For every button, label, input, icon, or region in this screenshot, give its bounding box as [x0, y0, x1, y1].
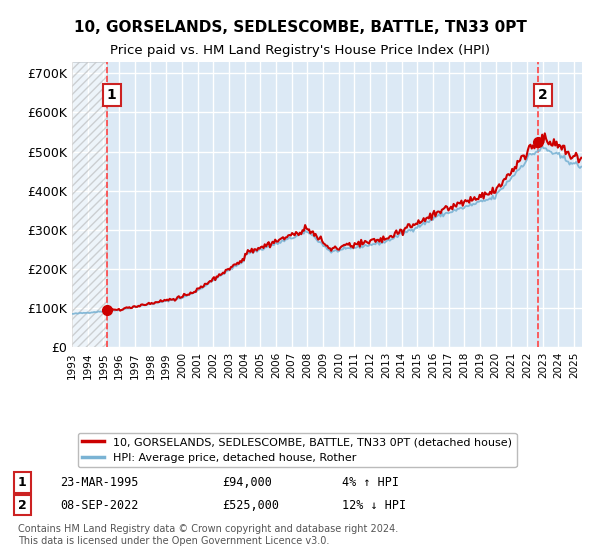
Text: Price paid vs. HM Land Registry's House Price Index (HPI): Price paid vs. HM Land Registry's House … — [110, 44, 490, 57]
Text: 1: 1 — [18, 476, 27, 489]
Text: 2: 2 — [538, 88, 547, 102]
Text: 08-SEP-2022: 08-SEP-2022 — [60, 498, 139, 512]
Text: 12% ↓ HPI: 12% ↓ HPI — [342, 498, 406, 512]
Text: 1: 1 — [107, 88, 116, 102]
Text: 4% ↑ HPI: 4% ↑ HPI — [342, 476, 399, 489]
Text: 2: 2 — [18, 498, 27, 512]
Text: £94,000: £94,000 — [222, 476, 272, 489]
Text: 23-MAR-1995: 23-MAR-1995 — [60, 476, 139, 489]
Text: £525,000: £525,000 — [222, 498, 279, 512]
Bar — [72, 62, 107, 347]
Text: 10, GORSELANDS, SEDLESCOMBE, BATTLE, TN33 0PT: 10, GORSELANDS, SEDLESCOMBE, BATTLE, TN3… — [74, 20, 526, 35]
Text: Contains HM Land Registry data © Crown copyright and database right 2024.
This d: Contains HM Land Registry data © Crown c… — [18, 524, 398, 546]
Legend: 10, GORSELANDS, SEDLESCOMBE, BATTLE, TN33 0PT (detached house), HPI: Average pri: 10, GORSELANDS, SEDLESCOMBE, BATTLE, TN3… — [77, 433, 517, 467]
